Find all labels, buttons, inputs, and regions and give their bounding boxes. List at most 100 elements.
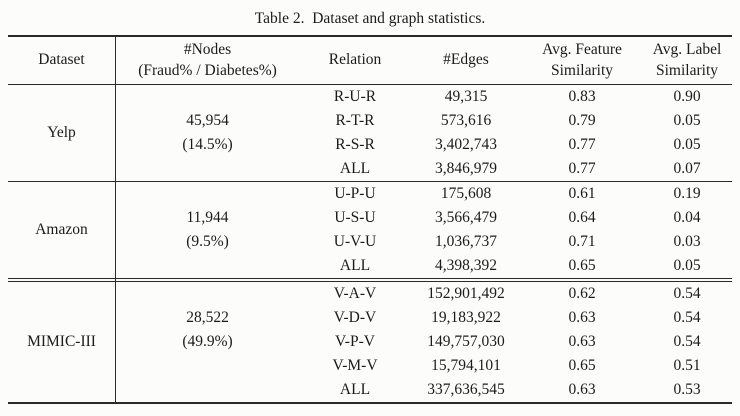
relation-rows: U-P-U 175,608 0.61 0.19 U-S-U 3,566,479 …: [300, 182, 732, 278]
edges-cell: 3,402,743: [435, 136, 497, 153]
node-count-cell: 45,954 (14.5%): [115, 85, 300, 181]
node-count: 11,944: [186, 209, 229, 226]
feature-similarity-cell: 0.63: [568, 381, 596, 398]
dataset-group-yelp: Yelp 45,954 (14.5%) R-U-R 49,315 0.83 0.…: [8, 85, 732, 181]
nodes-header-line1: #Nodes: [183, 41, 232, 59]
feature-similarity-cell: 0.65: [568, 357, 596, 374]
table-row: V-M-V 15,794,101 0.65 0.51: [300, 354, 732, 378]
edges-cell: 573,616: [440, 112, 492, 129]
feature-similarity-cell: 0.63: [568, 309, 596, 326]
feature-similarity-cell: 0.65: [568, 257, 596, 274]
edges-cell: 337,636,545: [427, 381, 505, 398]
relation-cell: R-T-R: [335, 112, 375, 129]
statistics-table: Dataset #Nodes (Fraud% / Diabetes%) Rela…: [8, 35, 732, 404]
relation-cell: V-D-V: [333, 309, 377, 326]
label-similarity-cell: 0.90: [673, 88, 701, 105]
label-header-line2: Similarity: [656, 61, 718, 79]
table-row: R-T-R 573,616 0.79 0.05: [300, 109, 732, 133]
table-row: R-U-R 49,315 0.83 0.90: [300, 85, 732, 109]
edges-cell: 3,566,479: [435, 209, 497, 226]
label-similarity-cell: 0.54: [673, 285, 701, 302]
edges-cell: 15,794,101: [431, 357, 501, 374]
relation-rows: R-U-R 49,315 0.83 0.90 R-T-R 573,616 0.7…: [300, 85, 732, 181]
label-similarity-cell: 0.05: [673, 136, 701, 153]
label-similarity-cell: 0.54: [673, 309, 701, 326]
relation-cell: U-S-U: [334, 209, 376, 226]
label-similarity-cell: 0.19: [673, 185, 701, 202]
relation-cell: ALL: [339, 381, 371, 398]
nodes-header-line2: (Fraud% / Diabetes%): [138, 61, 277, 79]
column-header-dataset: Dataset: [38, 51, 85, 69]
section-divider-double-rule: [8, 278, 732, 282]
node-count: 28,522: [186, 309, 229, 326]
feature-similarity-cell: 0.62: [568, 285, 596, 302]
relation-rows: V-A-V 152,901,492 0.62 0.54 V-D-V 19,183…: [300, 282, 732, 402]
dataset-group-mimic-iii: MIMIC-III 28,522 (49.9%) V-A-V 152,901,4…: [8, 282, 732, 402]
column-header-label-similarity: Avg. Label Similarity: [642, 37, 732, 84]
edges-cell: 1,036,737: [435, 233, 497, 250]
edges-cell: 175,608: [440, 185, 492, 202]
feature-similarity-cell: 0.61: [568, 185, 596, 202]
column-header-nodes: #Nodes (Fraud% / Diabetes%): [115, 37, 300, 84]
header-right-section: Relation #Edges Avg. Feature Similarity …: [300, 37, 732, 84]
table-row: V-A-V 152,901,492 0.62 0.54: [300, 282, 732, 306]
feature-similarity-cell: 0.79: [568, 112, 596, 129]
feature-similarity-cell: 0.71: [568, 233, 596, 250]
label-similarity-cell: 0.05: [673, 112, 701, 129]
relation-cell: U-V-U: [333, 233, 377, 250]
column-header-relation: Relation: [328, 51, 382, 69]
node-count-cell: 11,944 (9.5%): [115, 182, 300, 278]
edges-cell: 152,901,492: [427, 285, 505, 302]
feature-similarity-cell: 0.77: [568, 136, 596, 153]
relation-cell: V-A-V: [333, 285, 377, 302]
dataset-group-amazon: Amazon 11,944 (9.5%) U-P-U 175,608 0.61 …: [8, 181, 732, 278]
table-header-row: Dataset #Nodes (Fraud% / Diabetes%) Rela…: [8, 37, 732, 85]
table-row: R-S-R 3,402,743 0.77 0.05: [300, 133, 732, 157]
relation-cell: V-M-V: [332, 357, 378, 374]
diabetes-percentage: (49.9%): [182, 333, 233, 350]
dataset-name: Yelp: [47, 124, 76, 141]
edges-cell: 49,315: [444, 88, 488, 105]
fraud-percentage: (9.5%): [186, 233, 229, 250]
relation-cell: ALL: [339, 160, 371, 177]
edges-cell: 19,183,922: [431, 309, 501, 326]
feature-similarity-cell: 0.63: [568, 333, 596, 350]
table-row: V-P-V 149,757,030 0.63 0.54: [300, 330, 732, 354]
label-similarity-cell: 0.03: [673, 233, 701, 250]
dataset-name: Amazon: [35, 221, 88, 238]
label-similarity-cell: 0.54: [673, 333, 701, 350]
table-row: U-S-U 3,566,479 0.64 0.04: [300, 206, 732, 230]
feature-header-line2: Similarity: [551, 61, 613, 79]
edges-cell: 149,757,030: [427, 333, 505, 350]
node-count: 45,954: [186, 112, 229, 129]
table-row: U-P-U 175,608 0.61 0.19: [300, 182, 732, 206]
table-row: ALL 3,846,979 0.77 0.07: [300, 157, 732, 181]
fraud-percentage: (14.5%): [182, 136, 233, 153]
table-row: ALL 4,398,392 0.65 0.05: [300, 254, 732, 278]
label-header-line1: Avg. Label: [652, 41, 722, 59]
relation-cell: R-U-R: [333, 88, 377, 105]
label-similarity-cell: 0.05: [673, 257, 701, 274]
label-similarity-cell: 0.04: [673, 209, 701, 226]
column-header-edges: #Edges: [443, 51, 489, 69]
feature-similarity-cell: 0.77: [568, 160, 596, 177]
edges-cell: 3,846,979: [435, 160, 497, 177]
relation-cell: V-P-V: [335, 333, 375, 350]
node-count-cell: 28,522 (49.9%): [115, 270, 300, 390]
feature-similarity-cell: 0.83: [568, 88, 596, 105]
relation-cell: U-P-U: [334, 185, 376, 202]
table-row: U-V-U 1,036,737 0.71 0.03: [300, 230, 732, 254]
label-similarity-cell: 0.51: [673, 357, 701, 374]
label-similarity-cell: 0.07: [673, 160, 701, 177]
column-divider: [115, 37, 116, 402]
table-row: ALL 337,636,545 0.63 0.53: [300, 378, 732, 402]
feature-similarity-cell: 0.64: [568, 209, 596, 226]
column-header-feature-similarity: Avg. Feature Similarity: [522, 37, 642, 84]
relation-cell: R-S-R: [335, 136, 375, 153]
dataset-name: MIMIC-III: [27, 333, 96, 350]
label-similarity-cell: 0.53: [673, 381, 701, 398]
feature-header-line1: Avg. Feature: [542, 41, 622, 59]
edges-cell: 4,398,392: [435, 257, 497, 274]
table-caption: Table 2. Dataset and graph statistics.: [254, 10, 486, 27]
table-row: V-D-V 19,183,922 0.63 0.54: [300, 306, 732, 330]
